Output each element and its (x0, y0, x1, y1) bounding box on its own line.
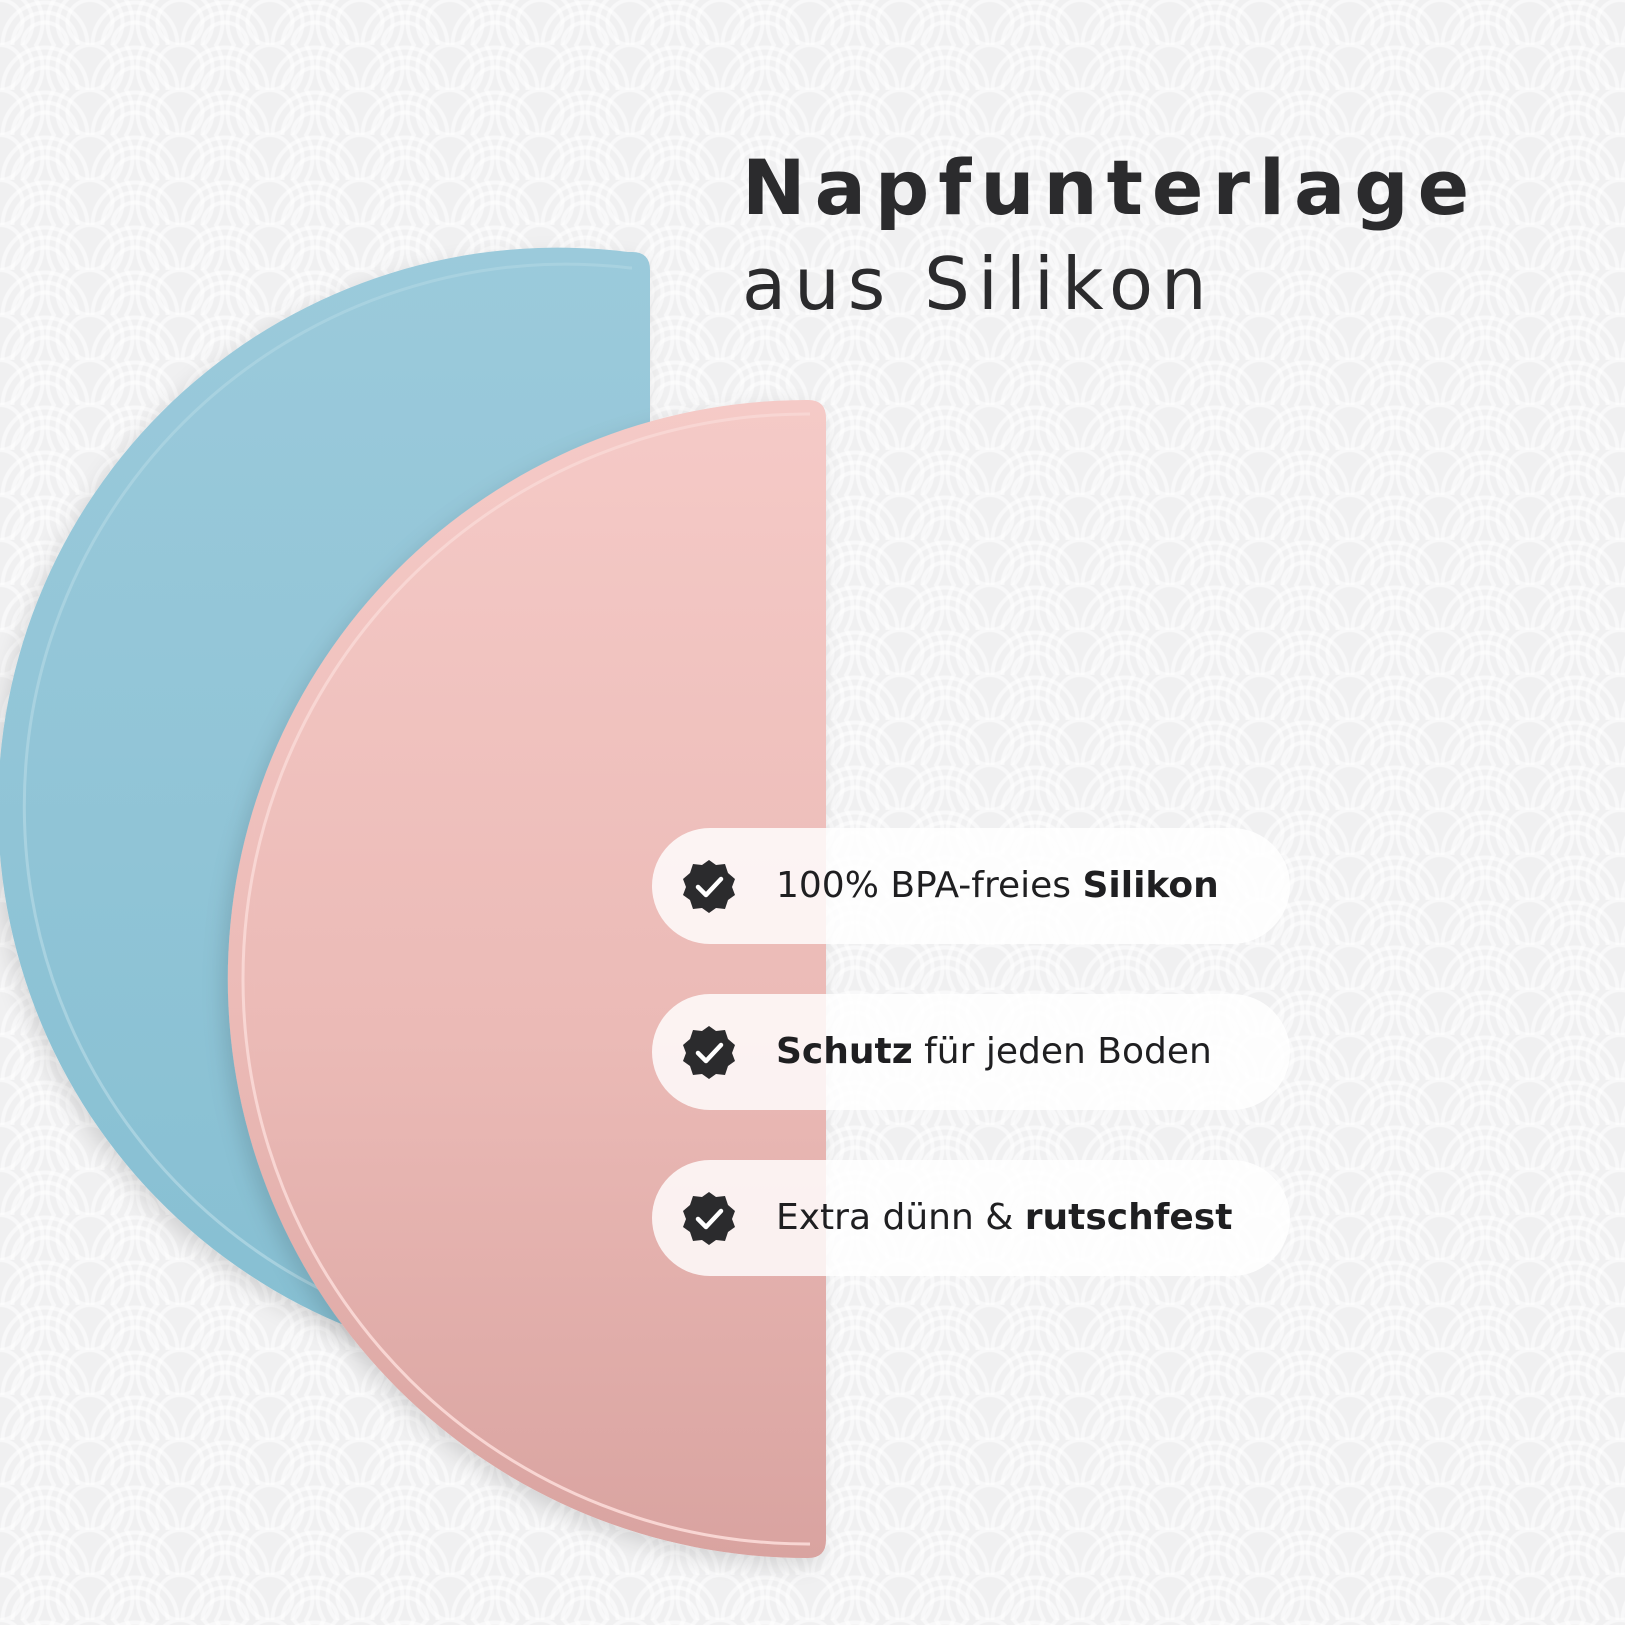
feature-list: 100% BPA-freies Silikon Schutz für jeden… (652, 828, 1290, 1326)
feature-pill: Extra dünn & rutschfest (652, 1160, 1290, 1276)
title-line-1: Napfunterlage (742, 143, 1479, 232)
page-title: Napfunterlage aus Silikon (742, 140, 1478, 332)
feature-pill: Schutz für jeden Boden (652, 994, 1290, 1110)
check-badge-icon (683, 1026, 735, 1079)
pink-mat (227, 400, 826, 1559)
feature-text: Extra dünn & rutschfest (776, 1197, 1233, 1238)
feature-text: Schutz für jeden Boden (776, 1031, 1212, 1072)
check-badge-icon (683, 860, 735, 913)
check-badge-icon (683, 1192, 735, 1245)
title-line-2: aus Silikon (742, 242, 1215, 326)
feature-text: 100% BPA-freies Silikon (776, 865, 1219, 906)
feature-pill: 100% BPA-freies Silikon (652, 828, 1290, 944)
